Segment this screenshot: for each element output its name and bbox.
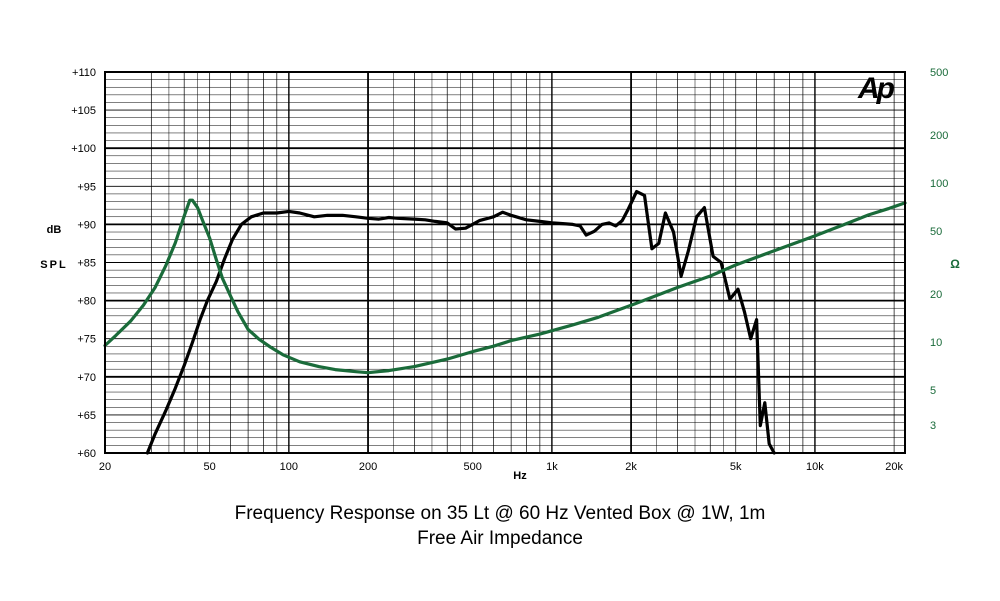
x-tick-label: 50: [204, 461, 216, 473]
x-tick-label: 5k: [730, 461, 742, 473]
y-tick-label: +65: [77, 410, 96, 422]
y2-tick-label: 5: [930, 385, 936, 397]
y2-axis-title: Ω: [950, 257, 960, 271]
y2-tick-label: 3: [930, 420, 936, 432]
y-tick-label: +75: [77, 334, 96, 346]
x-tick-label: 1k: [546, 461, 558, 473]
x-tick-label: 20: [99, 461, 111, 473]
x-tick-label: 10k: [806, 461, 824, 473]
y2-tick-label: 200: [930, 130, 948, 142]
impedance-line: [103, 198, 907, 375]
y2-tick-label: 10: [930, 337, 942, 349]
x-tick-label: 500: [464, 461, 482, 473]
series-layer: [103, 190, 907, 455]
y-tick-label: +60: [77, 448, 96, 460]
y2-tick-label: 50: [930, 226, 942, 238]
y-tick-label: +100: [71, 143, 96, 155]
y2-tick-label: 20: [930, 289, 942, 301]
y-tick-label: +105: [71, 105, 96, 117]
x-tick-label: 200: [359, 461, 377, 473]
y-tick-label: +70: [77, 372, 96, 384]
x-tick-label: 2k: [625, 461, 637, 473]
plot-border: [104, 71, 906, 454]
x-axis-title: Hz: [513, 470, 527, 482]
y2-tick-label: 100: [930, 178, 948, 190]
y2-tick-label: 500: [930, 67, 948, 79]
ap-logo: Ap: [857, 72, 895, 105]
y-tick-label: +95: [77, 181, 96, 193]
y-tick-label: +110: [72, 67, 96, 79]
spl-line: [145, 190, 776, 455]
x-tick-label: 20k: [885, 461, 903, 473]
y-tick-label: +90: [77, 219, 96, 231]
y-axis-title-db: dB: [47, 224, 62, 236]
y-tick-label: +80: [77, 296, 96, 308]
y-axis-title-spl: SPL: [40, 259, 67, 271]
tick-labels: 20 50 100 200 500 1k 2k 5k 10k 20k +110 +105 +100 +95…: [71, 67, 948, 473]
y-tick-label: +85: [77, 258, 96, 270]
chart-caption-subtitle: Free Air Impedance: [417, 528, 583, 549]
x-tick-label: 100: [280, 461, 298, 473]
chart-caption-title: Frequency Response on 35 Lt @ 60 Hz Vent…: [234, 503, 766, 524]
